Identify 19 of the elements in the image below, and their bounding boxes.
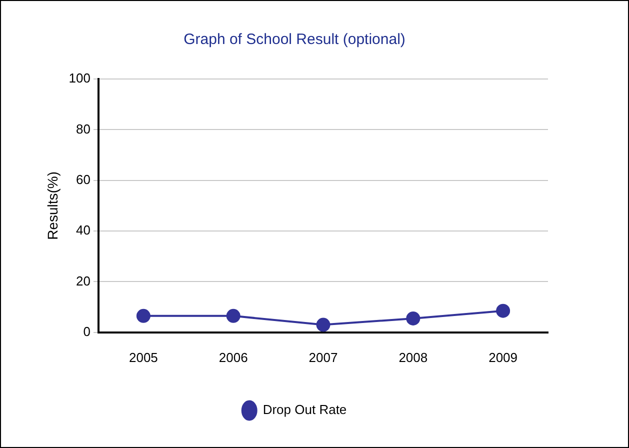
y-tick-label: 0 (83, 324, 90, 339)
point (136, 308, 150, 323)
y-tick-label: 80 (76, 121, 90, 136)
x-tick-label: 2007 (308, 350, 338, 365)
y-axis-title: Results(%) (44, 171, 60, 240)
legend-label: Drop Out Rate (262, 402, 347, 418)
x-tick-label: 2009 (488, 350, 518, 365)
y-tick-label: 40 (76, 222, 90, 238)
y-tick-label: 60 (76, 172, 90, 187)
point (406, 311, 420, 326)
point (316, 318, 330, 332)
point (226, 308, 240, 323)
x-tick-label: 2006 (218, 350, 248, 365)
chart-title: Graph of School Result (optional) (184, 31, 406, 48)
x-tick-label: 2008 (398, 350, 428, 365)
point (496, 304, 510, 318)
y-tick-label: 20 (76, 273, 90, 288)
x-tick-label: 2005 (128, 350, 158, 365)
y-tick-label: 100 (68, 70, 90, 86)
